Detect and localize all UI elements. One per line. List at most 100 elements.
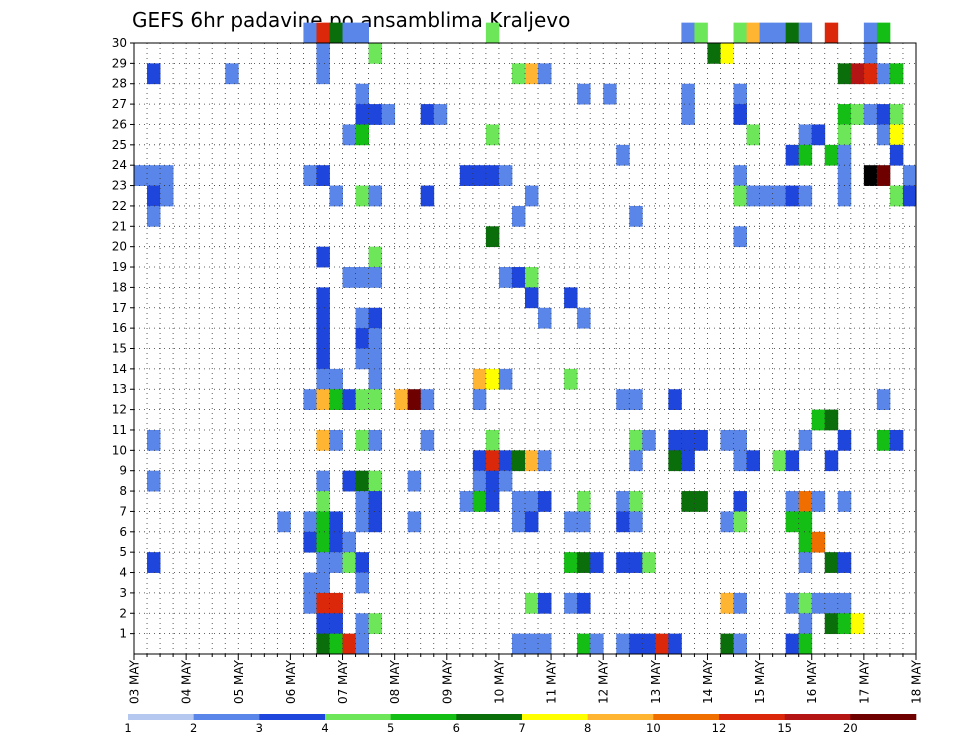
heatmap-cell	[368, 43, 383, 64]
legend-label: 6	[453, 721, 460, 735]
heatmap-cell	[733, 511, 747, 533]
heatmap-cell	[798, 185, 813, 207]
heatmap-cell	[381, 104, 396, 125]
heatmap-cell	[772, 22, 787, 44]
heatmap-cell	[694, 491, 708, 512]
heatmap-cell	[577, 552, 591, 573]
y-tick-label: 6	[119, 525, 127, 539]
heatmap-cell	[368, 267, 383, 288]
heatmap-cell	[472, 450, 487, 472]
heatmap-cell	[329, 613, 343, 635]
heatmap-cell	[225, 63, 239, 85]
y-tick-label: 28	[112, 77, 127, 91]
heatmap-cell	[681, 491, 695, 512]
heatmap-cell	[538, 633, 552, 655]
heatmap-cell	[329, 22, 343, 44]
y-tick-label: 29	[112, 56, 127, 70]
heatmap-cell	[837, 429, 852, 451]
legend-swatch	[193, 714, 260, 720]
heatmap-cell	[525, 63, 539, 85]
heatmap-cell	[368, 511, 383, 533]
heatmap-cell	[316, 389, 330, 410]
heatmap-cell	[368, 328, 383, 349]
heatmap-cell	[355, 104, 369, 125]
heatmap-cell	[837, 613, 852, 635]
heatmap-cell	[511, 511, 526, 533]
heatmap-cell	[577, 491, 591, 512]
heatmap-cell	[655, 633, 669, 655]
heatmap-cell	[733, 226, 747, 248]
heatmap-cell	[303, 531, 317, 553]
heatmap-cell	[616, 144, 630, 166]
legend-label: 4	[321, 721, 328, 735]
heatmap-cell	[316, 165, 330, 186]
heatmap-cell	[785, 22, 800, 44]
heatmap-cell	[876, 429, 891, 451]
heatmap-cell	[863, 165, 878, 186]
heatmap-cell	[863, 104, 878, 125]
heatmap-cell	[355, 328, 369, 349]
heatmap-cell	[342, 531, 356, 553]
heatmap-cell	[368, 429, 383, 451]
legend-label: 10	[646, 721, 661, 735]
heatmap-cell	[472, 165, 487, 186]
heatmap-cell	[798, 531, 813, 553]
heatmap-cell	[420, 185, 435, 207]
heatmap-cell	[525, 633, 539, 655]
heatmap-cell	[538, 63, 552, 85]
heatmap-cell	[342, 552, 356, 573]
y-tick-label: 7	[119, 504, 127, 518]
heatmap-cell	[355, 267, 369, 288]
heatmap-cell	[681, 22, 695, 44]
heatmap-cell	[147, 63, 161, 85]
legend-label: 2	[190, 721, 197, 735]
y-tick-label: 23	[112, 179, 127, 193]
y-tick-label: 3	[119, 586, 127, 600]
legend-label: 12	[712, 721, 727, 735]
x-tick-label: 06 MAY	[284, 659, 298, 704]
heatmap-cell	[355, 307, 369, 329]
heatmap-cell	[616, 552, 630, 573]
heatmap-cell	[902, 185, 917, 207]
heatmap-cell	[863, 43, 878, 64]
heatmap-cell	[498, 267, 513, 288]
heatmap-cell	[368, 246, 383, 268]
legend-label: 7	[518, 721, 525, 735]
heatmap-cell	[694, 429, 708, 451]
heatmap-cell	[147, 205, 161, 227]
heatmap-cell	[355, 633, 369, 655]
heatmap-cell	[681, 429, 695, 451]
y-tick-label: 21	[112, 219, 127, 233]
heatmap-cell	[525, 450, 539, 472]
heatmap-cell	[316, 470, 330, 492]
heatmap-cell	[485, 165, 500, 186]
heatmap-cell	[538, 491, 552, 512]
y-tick-label: 5	[119, 545, 127, 559]
heatmap-cell	[629, 552, 643, 573]
heatmap-cell	[564, 552, 578, 573]
heatmap-cell	[303, 389, 317, 410]
x-tick-label: 15 MAY	[753, 659, 767, 704]
y-tick-label: 18	[112, 280, 127, 294]
heatmap-cell	[368, 470, 383, 492]
x-tick-label: 09 MAY	[440, 659, 454, 704]
legend-label: 15	[777, 721, 792, 735]
heatmap-cell	[277, 511, 291, 533]
x-tick-label: 16 MAY	[805, 659, 819, 704]
legend-swatch	[719, 714, 785, 720]
y-tick-label: 9	[119, 464, 127, 478]
heatmap-cell	[303, 511, 317, 533]
heatmap-cell	[629, 429, 643, 451]
legend-label: 8	[584, 721, 591, 735]
heatmap-cell	[329, 429, 343, 451]
heatmap-cell	[485, 450, 500, 472]
heatmap-cell	[485, 124, 500, 146]
heatmap-cell	[459, 491, 474, 512]
heatmap-cell	[798, 429, 813, 451]
heatmap-cell	[850, 104, 865, 125]
heatmap-cell	[316, 328, 330, 349]
heatmap-cell	[720, 633, 734, 655]
legend-label: 1	[124, 721, 131, 735]
heatmap-cell	[420, 104, 435, 125]
heatmap-cell	[538, 307, 552, 329]
